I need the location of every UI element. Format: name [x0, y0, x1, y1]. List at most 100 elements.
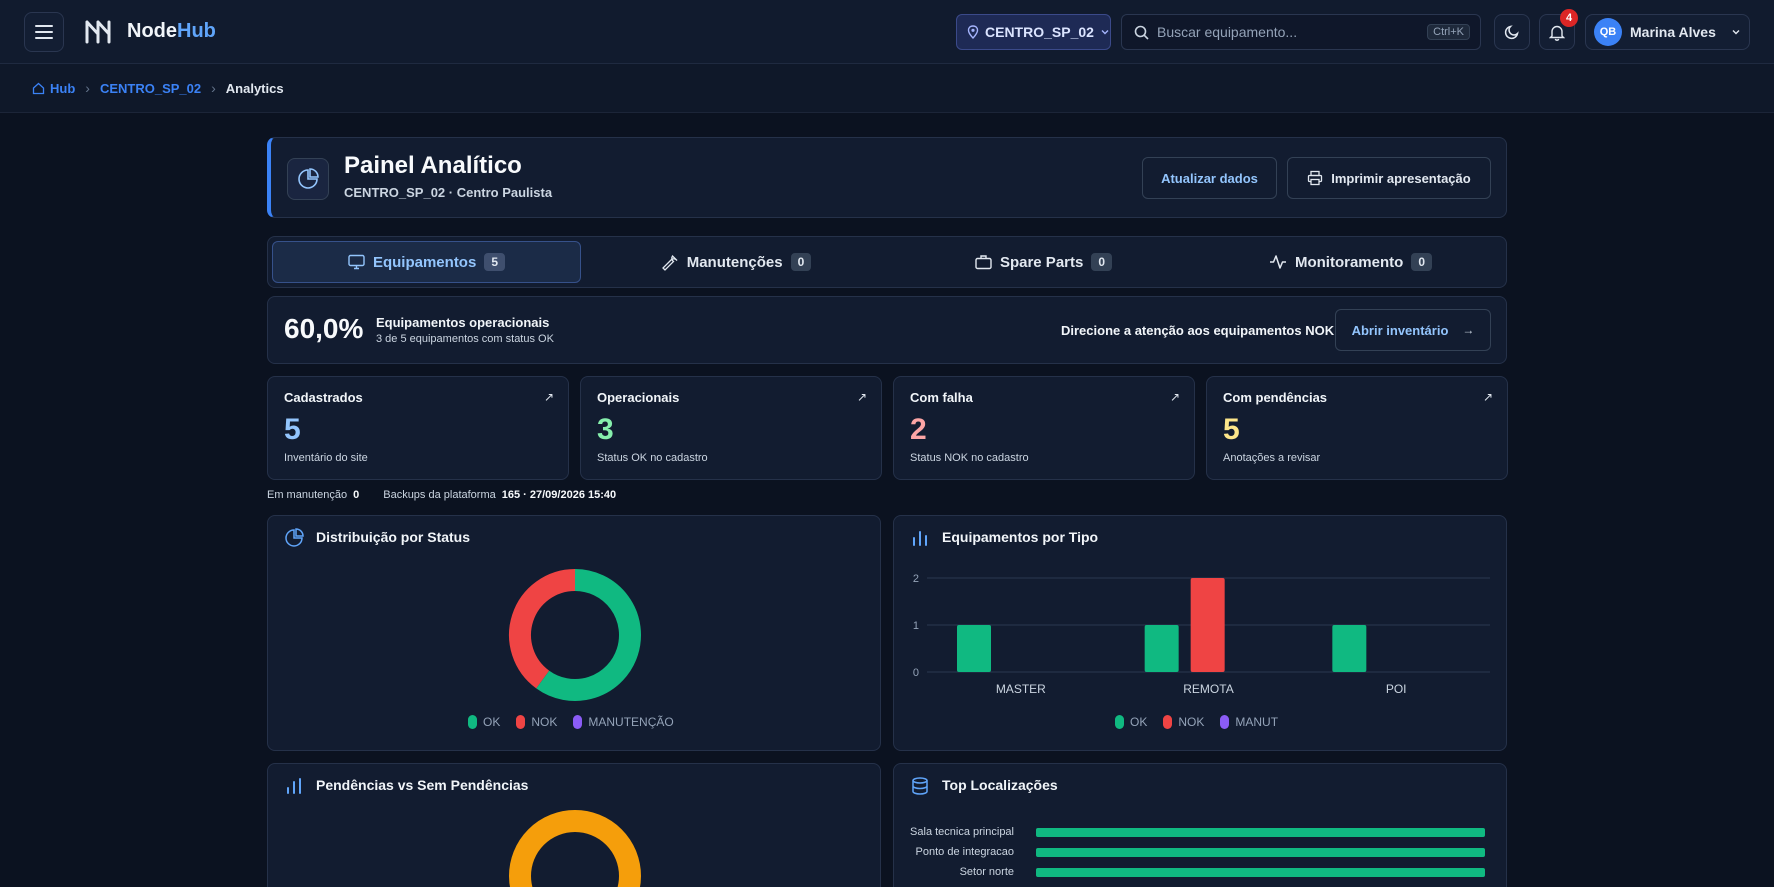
- pie-chart-icon: [287, 158, 329, 200]
- maintenance-count: 0: [353, 489, 360, 501]
- bar-master-ok[interactable]: [957, 625, 991, 672]
- legend-item-nok[interactable]: NOK: [1163, 715, 1204, 729]
- status-distribution-panel: Distribuição por Status OK NOK MANUTENÇÃ…: [267, 515, 881, 751]
- stat-label: Cadastrados: [284, 390, 363, 405]
- legend-item-maintenance[interactable]: MANUTENÇÃO: [573, 715, 674, 729]
- search-box[interactable]: Ctrl+K: [1121, 14, 1481, 50]
- app-name[interactable]: NodeHub: [127, 20, 216, 42]
- stat-value: 5: [284, 413, 301, 446]
- stat-card-com-pendencias[interactable]: Com pendências ↗ 5 Anotações a revisar: [1206, 376, 1508, 480]
- open-inventory-label: Abrir inventário: [1351, 322, 1449, 338]
- location-label: Sala tecnica principal: [910, 826, 1014, 838]
- bell-icon: [1549, 25, 1565, 41]
- tab-spare-parts[interactable]: Spare Parts 0: [892, 241, 1195, 283]
- search-shortcut: Ctrl+K: [1427, 24, 1470, 40]
- stat-description: Anotações a revisar: [1223, 452, 1321, 464]
- donut-slice-nok[interactable]: [509, 569, 576, 689]
- moon-icon: [1504, 25, 1519, 40]
- location-label: Ponto de integracao: [915, 846, 1014, 858]
- open-inventory-button[interactable]: Abrir inventário →: [1335, 309, 1491, 351]
- status-legend: OK NOK MANUTENÇÃO: [468, 715, 674, 729]
- monitor-icon: [348, 254, 365, 270]
- x-tick-label: MASTER: [996, 682, 1046, 696]
- printer-icon: [1308, 170, 1323, 186]
- location-bar[interactable]: [1036, 868, 1485, 877]
- stat-description: Status OK no cadastro: [597, 452, 708, 464]
- stat-description: Status NOK no cadastro: [910, 452, 1029, 464]
- equipment-type-bar-chart: 0 1 2 MASTER REMOTA POI: [913, 573, 1490, 696]
- location-bar[interactable]: [1036, 848, 1485, 857]
- breadcrumb-separator-icon: ›: [211, 80, 216, 96]
- user-name: Marina Alves: [1630, 24, 1716, 40]
- tab-equipamentos[interactable]: Equipamentos 5: [272, 241, 581, 283]
- breadcrumb-site[interactable]: CENTRO_SP_02: [99, 80, 202, 96]
- tab-count: 0: [1091, 253, 1113, 271]
- tab-monitoramento[interactable]: Monitoramento 0: [1199, 241, 1502, 283]
- tab-label: Monitoramento: [1294, 253, 1404, 271]
- stat-card-operacionais[interactable]: Operacionais ↗ 3 Status OK no cadastro: [580, 376, 882, 480]
- bar-chart-icon: [287, 778, 301, 794]
- top-locations-panel: Top Localizações Sala tecnica principal P…: [893, 763, 1507, 887]
- menu-button[interactable]: [24, 12, 64, 52]
- bar-poi-ok[interactable]: [1332, 625, 1367, 672]
- tab-label: Manutenções: [686, 253, 783, 271]
- location-pin-icon: [967, 25, 979, 39]
- maintenance-info: Em manutenção 0: [267, 489, 360, 501]
- breadcrumb-home[interactable]: Hub: [32, 81, 75, 96]
- legend-item-nok[interactable]: NOK: [516, 715, 557, 729]
- page-header: Painel Analítico CENTRO_SP_02 · Centro P…: [267, 137, 1507, 218]
- avatar: QB: [1594, 18, 1622, 46]
- y-tick-label: 1: [913, 620, 919, 632]
- tab-manutencoes[interactable]: Manutenções 0: [585, 241, 888, 283]
- bar-remota-nok[interactable]: [1190, 578, 1225, 672]
- site-selector-value: CENTRO_SP_02: [985, 24, 1094, 40]
- external-link-icon: ↗: [1169, 390, 1180, 404]
- print-presentation-button[interactable]: Imprimir apresentação: [1287, 157, 1491, 199]
- x-tick-label: REMOTA: [1183, 682, 1233, 696]
- stat-value: 2: [910, 413, 927, 446]
- stat-card-com-falha[interactable]: Com falha ↗ 2 Status NOK no cadastro: [893, 376, 1195, 480]
- x-tick-label: POI: [1386, 682, 1407, 696]
- panel-title: Distribuição por Status: [316, 529, 471, 545]
- panel-title: Equipamentos por Tipo: [942, 529, 1099, 545]
- tab-count: 5: [484, 253, 506, 271]
- notifications-button[interactable]: 4: [1539, 9, 1578, 50]
- theme-toggle-button[interactable]: [1494, 14, 1530, 50]
- refresh-data-button[interactable]: Atualizar dados: [1142, 157, 1277, 199]
- legend-item-manut[interactable]: MANUT: [1220, 715, 1278, 729]
- user-menu-button[interactable]: QB Marina Alves: [1585, 14, 1750, 50]
- tab-label: Equipamentos: [372, 253, 477, 271]
- wrench-icon: [661, 254, 678, 271]
- external-link-icon: ↗: [1482, 390, 1493, 404]
- donut-slice-ok[interactable]: [536, 569, 641, 701]
- bar-remota-ok[interactable]: [1144, 625, 1179, 672]
- chevron-down-icon: [1732, 30, 1740, 35]
- meta-info: Em manutenção 0 Backups da plataforma 165 …: [267, 489, 616, 501]
- location-label: Setor norte: [959, 866, 1014, 878]
- pending-vs-no-pending-panel: Pendências vs Sem Pendências: [267, 763, 881, 887]
- hamburger-icon: [35, 25, 53, 39]
- home-icon: [32, 82, 45, 94]
- external-link-icon: ↗: [856, 390, 867, 404]
- site-selector[interactable]: CENTRO_SP_02: [956, 14, 1111, 50]
- breadcrumb-home-label: Hub: [50, 80, 76, 96]
- stat-card-cadastrados[interactable]: Cadastrados ↗ 5 Inventário do site: [267, 376, 569, 480]
- summary-hint: Direcione a atenção aos equipamentos NOK: [1061, 323, 1335, 338]
- y-tick-label: 0: [913, 667, 919, 679]
- legend-item-ok[interactable]: OK: [468, 715, 500, 729]
- tab-label: Spare Parts: [999, 253, 1084, 271]
- stat-description: Inventário do site: [284, 452, 368, 464]
- external-link-icon: ↗: [543, 390, 554, 404]
- search-input[interactable]: [1157, 24, 1427, 40]
- legend-item-ok[interactable]: OK: [1115, 715, 1147, 729]
- type-legend: OK NOK MANUT: [1115, 715, 1278, 729]
- pending-donut-chart: [509, 810, 641, 887]
- activity-icon: [1269, 255, 1286, 269]
- stat-label: Operacionais: [597, 390, 680, 405]
- chevron-down-icon: [1101, 30, 1109, 35]
- location-bar[interactable]: [1036, 828, 1485, 837]
- breadcrumb-separator-icon: ›: [85, 80, 90, 96]
- summary-title: Equipamentos operacionais: [376, 315, 550, 330]
- stat-value: 3: [597, 413, 614, 446]
- pending-donut-ring: [509, 810, 641, 887]
